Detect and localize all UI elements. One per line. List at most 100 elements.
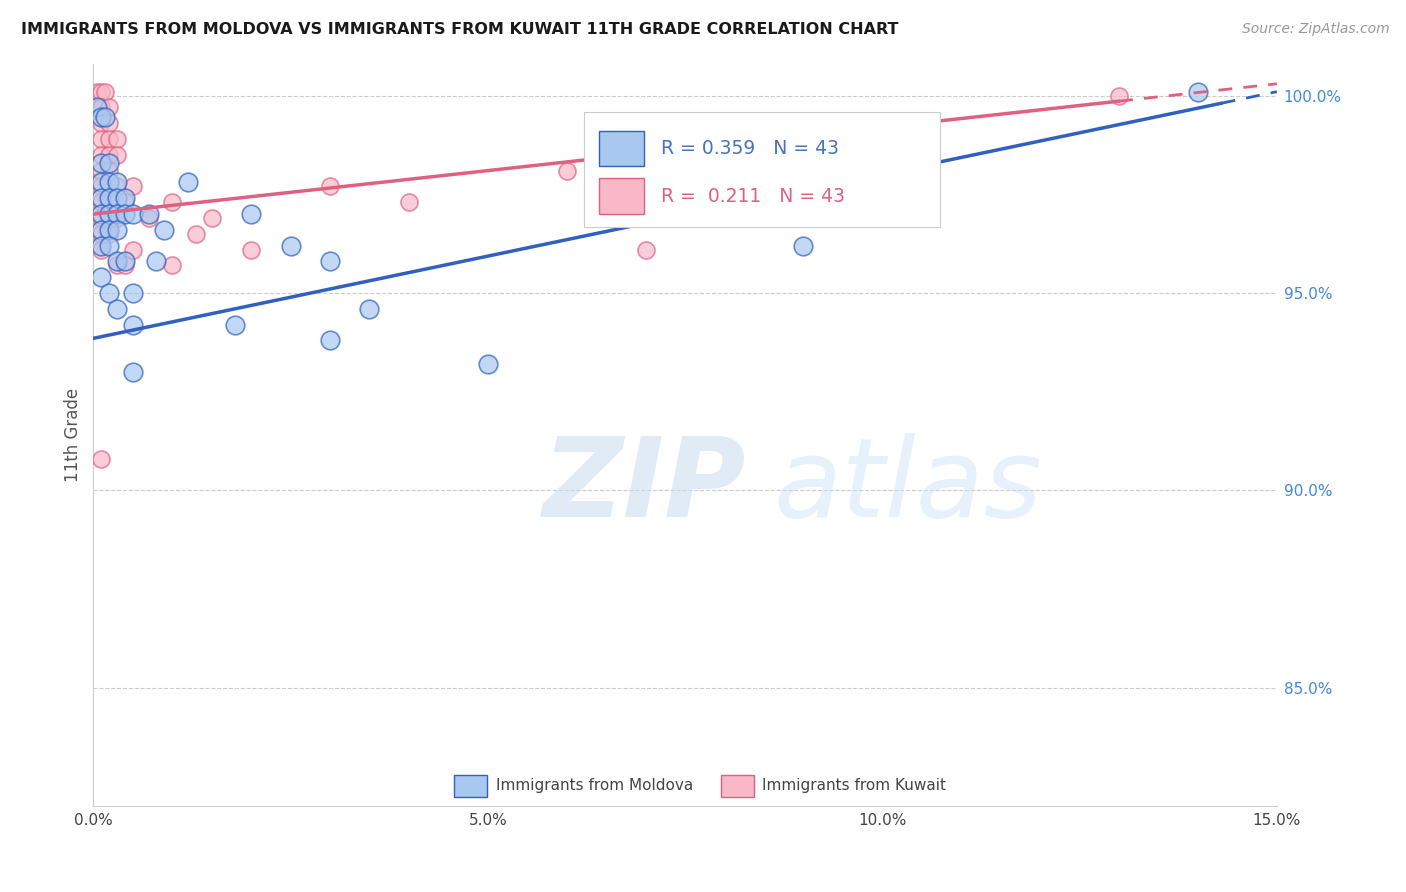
Point [224,318,246,332]
Point [240,207,263,221]
Point [98,100,121,114]
Point [98,195,121,210]
FancyBboxPatch shape [599,131,644,167]
Point [90,191,112,205]
Point [121,285,143,300]
Point [90,132,112,146]
Point [177,176,200,190]
Point [121,243,143,257]
Point [98,132,121,146]
Text: R =  0.211   N = 43: R = 0.211 N = 43 [661,186,845,206]
Point [105,223,128,237]
FancyBboxPatch shape [454,775,488,797]
Text: Immigrants from Kuwait: Immigrants from Kuwait [762,779,946,794]
Point [98,176,121,190]
Point [90,148,112,162]
Point [98,285,121,300]
Point [94,85,117,99]
Point [90,116,112,130]
Point [90,85,112,99]
Point [98,148,121,162]
Point [153,223,176,237]
Text: atlas: atlas [773,434,1042,541]
Point [90,111,112,125]
Point [90,227,112,241]
Point [90,100,112,114]
Point [98,163,121,178]
Point [105,301,128,316]
FancyBboxPatch shape [599,178,644,214]
Point [634,243,657,257]
Point [1187,85,1209,99]
Point [114,195,136,210]
Point [1108,88,1130,103]
Point [359,301,381,316]
Point [98,223,121,237]
Point [98,238,121,252]
Y-axis label: 11th Grade: 11th Grade [65,388,82,482]
Point [105,132,128,146]
Point [792,179,814,194]
Point [94,111,117,125]
Point [105,191,128,205]
Point [90,211,112,225]
Point [105,207,128,221]
Point [105,148,128,162]
Point [114,254,136,268]
Point [98,211,121,225]
Point [477,357,499,371]
Point [98,227,121,241]
Point [90,179,112,194]
Point [90,243,112,257]
Point [319,334,342,348]
Text: IMMIGRANTS FROM MOLDOVA VS IMMIGRANTS FROM KUWAIT 11TH GRADE CORRELATION CHART: IMMIGRANTS FROM MOLDOVA VS IMMIGRANTS FR… [21,22,898,37]
Text: Source: ZipAtlas.com: Source: ZipAtlas.com [1241,22,1389,37]
Point [121,318,143,332]
Point [90,155,112,169]
Point [105,258,128,272]
Point [90,195,112,210]
Point [90,270,112,285]
FancyBboxPatch shape [721,775,754,797]
Point [98,207,121,221]
Point [114,191,136,205]
Point [792,238,814,252]
Text: R = 0.359   N = 43: R = 0.359 N = 43 [661,139,839,158]
Point [138,207,160,221]
Point [160,195,183,210]
Point [280,238,302,252]
Point [105,179,128,194]
Point [86,85,108,99]
Point [105,211,128,225]
Point [240,243,263,257]
Point [98,116,121,130]
Point [145,254,167,268]
Point [114,258,136,272]
FancyBboxPatch shape [585,112,939,227]
Point [105,254,128,268]
Point [121,179,143,194]
Text: ZIP: ZIP [543,434,747,541]
Point [201,211,224,225]
Point [138,211,160,225]
Text: Immigrants from Moldova: Immigrants from Moldova [496,779,693,794]
Point [86,100,108,114]
Point [98,191,121,205]
Point [121,365,143,379]
Point [90,163,112,178]
Point [121,207,143,221]
Point [160,258,183,272]
Point [114,207,136,221]
Point [90,451,112,466]
Point [319,179,342,194]
Point [398,195,420,210]
Point [319,254,342,268]
Point [105,176,128,190]
Point [90,207,112,221]
Point [90,223,112,237]
Point [90,176,112,190]
Point [98,155,121,169]
Point [90,238,112,252]
Point [184,227,207,241]
Point [555,163,578,178]
